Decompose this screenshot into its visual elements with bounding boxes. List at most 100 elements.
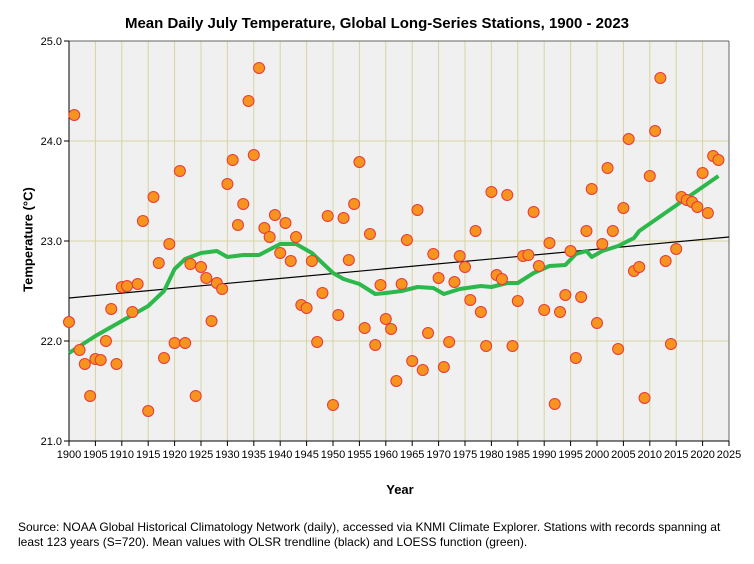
data-point: [437, 361, 450, 373]
data-point: [712, 154, 725, 166]
data-point: [226, 154, 239, 166]
data-point: [173, 165, 186, 177]
data-point: [327, 399, 339, 411]
data-point: [168, 337, 181, 349]
y-tick-label: 23.0: [41, 236, 62, 248]
x-tick-label: 2025: [717, 449, 741, 461]
data-point: [247, 149, 260, 161]
x-tick-label: 1920: [162, 449, 186, 461]
data-point: [554, 306, 567, 318]
data-point: [374, 279, 387, 291]
data-point: [68, 109, 81, 121]
data-point: [279, 217, 292, 229]
source-note: Source: NOAA Global Historical Climatolo…: [18, 520, 721, 549]
data-point: [448, 276, 461, 288]
data-point: [617, 202, 630, 214]
x-tick-label: 1935: [242, 449, 266, 461]
data-point: [664, 338, 677, 350]
y-tick-label: 24.0: [41, 136, 62, 148]
data-point: [321, 210, 334, 222]
data-point: [342, 254, 355, 266]
data-point: [358, 322, 371, 334]
data-point: [596, 238, 609, 250]
data-point: [670, 243, 683, 255]
data-point: [216, 283, 229, 295]
data-point: [564, 245, 577, 257]
data-point: [205, 315, 218, 327]
data-point: [311, 336, 324, 348]
data-point: [84, 390, 97, 402]
data-point: [163, 238, 176, 250]
data-point: [121, 280, 134, 292]
data-point: [464, 294, 477, 306]
data-point: [400, 234, 413, 246]
data-point: [622, 133, 635, 145]
data-point: [363, 228, 376, 240]
data-point: [606, 225, 619, 237]
data-point: [569, 352, 582, 364]
data-point: [601, 162, 614, 174]
data-point: [110, 358, 123, 370]
x-axis-label: Year: [386, 482, 414, 497]
data-point: [480, 340, 493, 352]
data-point: [221, 178, 234, 190]
x-tick-label: 1940: [268, 449, 292, 461]
data-point: [94, 354, 107, 366]
x-tick-label: 1930: [215, 449, 239, 461]
data-point: [538, 304, 551, 316]
data-point: [654, 72, 667, 84]
data-point: [527, 206, 540, 218]
x-tick-label: 1910: [110, 449, 134, 461]
data-point: [416, 364, 429, 376]
data-point: [189, 390, 202, 402]
data-point: [263, 231, 276, 243]
data-point: [422, 327, 435, 339]
data-point: [638, 392, 651, 404]
x-tick-label: 1955: [347, 449, 371, 461]
data-point: [305, 255, 318, 267]
x-tick-label: 2020: [690, 449, 714, 461]
x-tick-label: 1950: [321, 449, 345, 461]
data-point: [432, 272, 445, 284]
x-tick-label: 2005: [611, 449, 635, 461]
data-point: [253, 62, 266, 74]
data-point: [290, 231, 303, 243]
data-point: [147, 191, 160, 203]
data-point: [158, 352, 171, 364]
data-point: [237, 198, 250, 210]
data-point: [126, 306, 139, 318]
chart-title: Mean Daily July Temperature, Global Long…: [124, 15, 630, 32]
data-point: [591, 317, 603, 329]
data-point: [411, 204, 424, 216]
data-point: [379, 313, 392, 325]
x-tick-label: 1990: [532, 449, 556, 461]
data-point: [353, 156, 366, 168]
data-point: [274, 247, 287, 259]
data-point: [300, 302, 313, 314]
data-point: [406, 355, 419, 367]
data-point: [395, 278, 408, 290]
x-tick-label: 1980: [479, 449, 503, 461]
data-point: [501, 189, 514, 201]
x-tick-label: 1995: [558, 449, 582, 461]
data-point: [580, 225, 593, 237]
data-point: [390, 375, 403, 387]
data-point: [659, 255, 672, 267]
data-point: [332, 309, 345, 321]
data-point: [643, 170, 656, 182]
data-point: [99, 335, 112, 347]
data-point: [559, 289, 572, 301]
data-point: [522, 249, 535, 261]
data-point: [701, 207, 714, 219]
data-point: [231, 219, 244, 231]
data-point: [575, 291, 588, 303]
data-point: [532, 260, 545, 272]
x-tick-label: 1960: [374, 449, 398, 461]
x-tick-label: 2010: [638, 449, 662, 461]
data-point: [184, 258, 197, 270]
data-point: [453, 250, 466, 262]
data-point: [258, 222, 271, 234]
data-point: [268, 209, 281, 221]
data-point: [649, 125, 662, 137]
